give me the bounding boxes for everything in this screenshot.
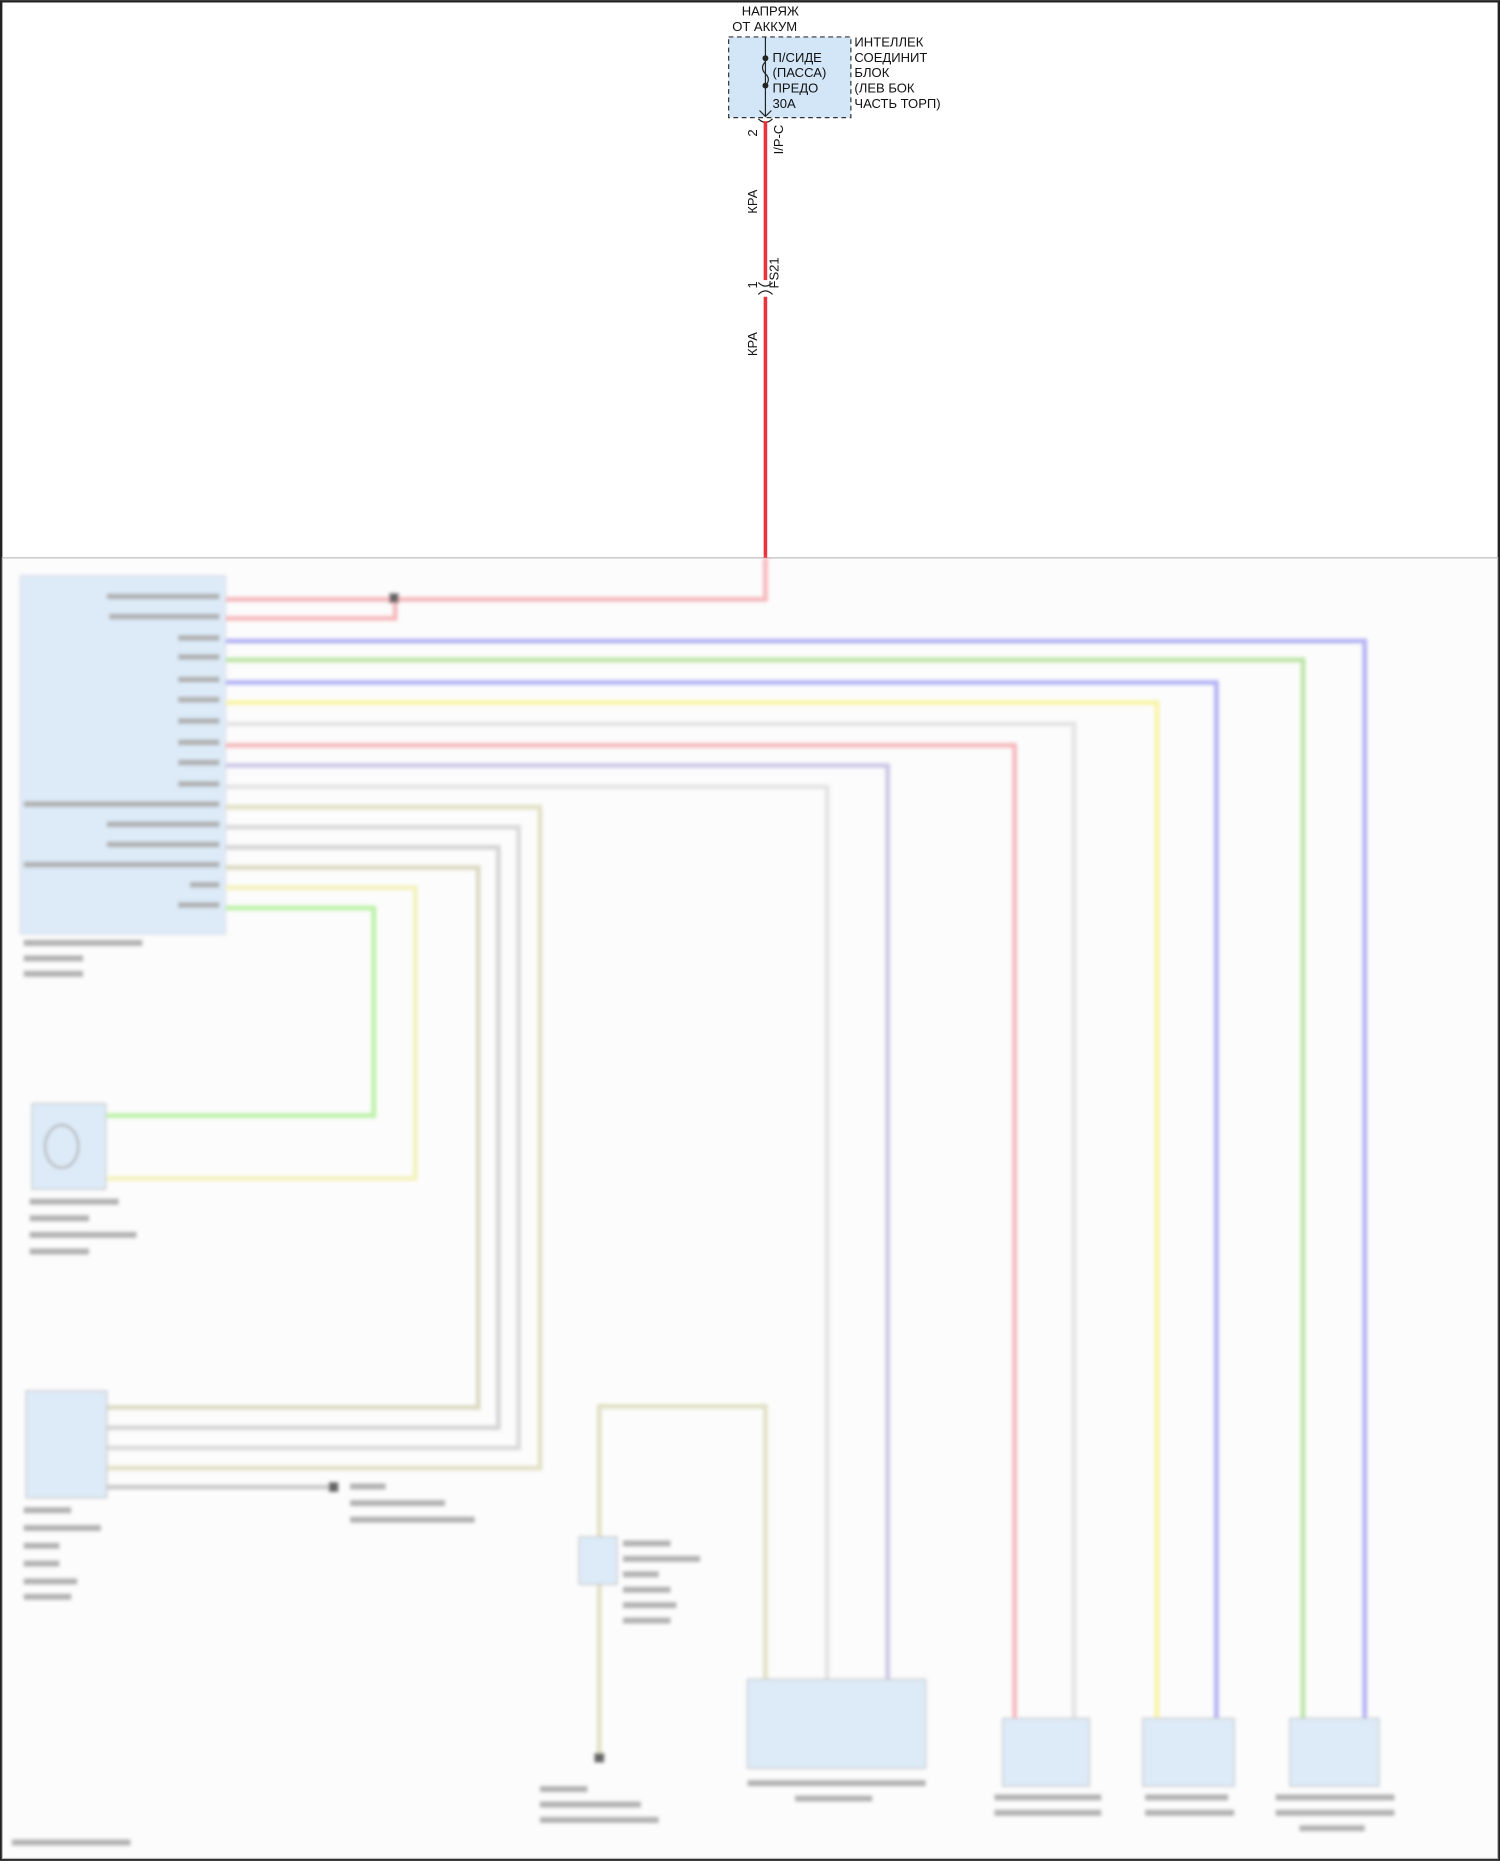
wire-color-label: КРА (745, 332, 760, 356)
fuse-label: П/СИДЕ (773, 50, 823, 65)
fuse-label: (ПАССА) (773, 65, 827, 80)
fuse-rating: 30A (773, 96, 797, 111)
junction-block-box (728, 36, 852, 119)
blurred-lower-diagram (11, 557, 1395, 1846)
power-source-label-2: ОТ АККУМ (732, 19, 797, 34)
junction-block-label: БЛОК (854, 65, 889, 80)
control-module (19, 575, 227, 935)
lower-area (1, 557, 1499, 1860)
junction-block-label: СОЕДИНИТ (854, 50, 927, 65)
arrow-icon (759, 110, 772, 118)
connector-pin: 2 (745, 129, 760, 136)
fuse-icon (761, 61, 769, 86)
fuse-label: ПРЕДО (773, 81, 819, 96)
power-source-label: НАПРЯЖ (742, 4, 799, 19)
connector-icon (757, 282, 773, 295)
wires (106, 557, 1368, 1757)
junction-block-label: ЧАСТЬ ТОРП) (854, 96, 940, 111)
connector-pin: 1 (745, 281, 760, 288)
junction-block-label: (ЛЕВ БОК (854, 81, 914, 96)
connector-name: FS21 (766, 257, 781, 288)
fuse-terminal (762, 55, 769, 62)
wire-color-label: КРА (745, 189, 760, 213)
connector-name: I/P-C (771, 125, 786, 155)
junction-block-label: ИНТЕЛЛЕК (854, 34, 923, 49)
